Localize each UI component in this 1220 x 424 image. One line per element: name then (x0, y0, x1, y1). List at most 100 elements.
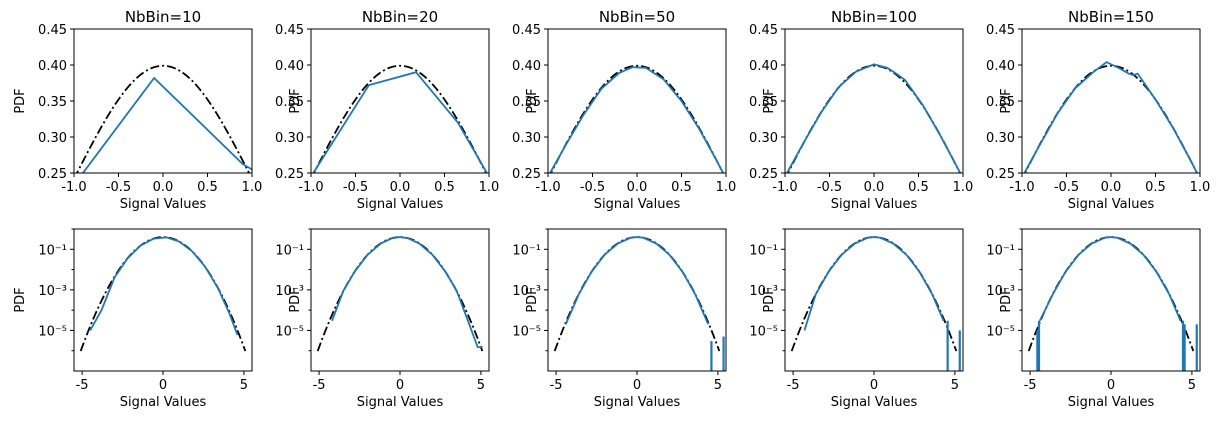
y-tick-label: 0.45 (38, 23, 67, 38)
y-tick-label: 10⁻⁵ (986, 324, 1015, 339)
x-tick-label: -0.5 (106, 180, 131, 195)
x-tick-label: -5 (313, 378, 326, 393)
y-tick-label: 10⁻⁵ (275, 324, 304, 339)
empirical-pdf-line (1023, 61, 1199, 173)
empirical-pdf-line (785, 63, 962, 173)
subplot-7: -5 0 5 10⁻⁵ 10⁻³ 10⁻¹ Signal Values PDF (275, 228, 490, 410)
y-tick-label: 0.35 (749, 95, 778, 110)
x-axis-label: Signal Values (357, 395, 444, 410)
y-tick-label: 0.35 (512, 95, 541, 110)
empirical-pdf-line (564, 236, 710, 325)
plot-area (785, 63, 962, 173)
x-tick-label: 0 (633, 378, 641, 393)
x-tick-label: 5 (1188, 378, 1196, 393)
reference-gaussian-line (312, 64, 488, 173)
x-tick-label: -0.5 (817, 180, 842, 195)
y-axis-label: PDF (762, 88, 777, 113)
x-tick-label: 0 (159, 378, 167, 393)
y-tick-label: 10⁻⁵ (512, 324, 541, 339)
subplot-3: -1.0 -0.5 0.0 0.5 1.0 0.25 0.30 0.35 0.40 0.45 Sig… (512, 8, 736, 212)
plot-area (553, 236, 725, 371)
y-tick-label: 0.35 (275, 95, 304, 110)
subplot-title: NbBin=150 (1068, 8, 1154, 26)
y-tick-label: 0.30 (512, 131, 541, 146)
x-axis-label: Signal Values (1068, 395, 1155, 410)
y-tick-label: 10⁻³ (275, 284, 304, 299)
y-tick-label: 10⁻⁵ (38, 324, 67, 339)
y-tick-label: 10⁻¹ (512, 243, 541, 258)
y-tick-label: 10⁻³ (38, 284, 67, 299)
plot-area (75, 64, 252, 173)
y-tick-label: 10⁻¹ (749, 243, 778, 258)
x-axis-label: Signal Values (120, 197, 207, 212)
x-tick-label: 5 (951, 378, 959, 393)
x-tick-label: 0.5 (1145, 180, 1166, 195)
subplot-title: NbBin=50 (599, 8, 675, 26)
subplot-8: -5 0 5 10⁻⁵ 10⁻³ 10⁻¹ Signal Values PDF (512, 228, 727, 410)
x-tick-label: 5 (714, 378, 722, 393)
x-tick-label: -1.0 (772, 180, 797, 195)
subplot-title: NbBin=10 (125, 8, 201, 26)
y-axis-label: PDF (288, 88, 303, 113)
y-tick-label: 0.40 (749, 59, 778, 74)
y-tick-label: 0.25 (749, 167, 778, 182)
y-tick-label: 10⁻⁵ (749, 324, 778, 339)
y-tick-label: 0.40 (38, 59, 67, 74)
y-tick-label: 0.30 (38, 131, 67, 146)
x-tick-label: -5 (76, 378, 89, 393)
x-tick-label: 1.0 (953, 180, 974, 195)
y-axis-label: PDF (525, 287, 540, 312)
y-axis-label: PDF (288, 287, 303, 312)
x-tick-label: 0.5 (908, 180, 929, 195)
x-tick-label: 0.0 (153, 180, 174, 195)
y-tick-label: 0.25 (38, 167, 67, 182)
y-tick-label: 10⁻¹ (38, 243, 67, 258)
reference-gaussian-line (75, 64, 251, 173)
x-tick-label: -0.5 (580, 180, 605, 195)
y-axis-label: PDF (13, 287, 28, 312)
x-tick-label: 0.5 (434, 180, 455, 195)
x-tick-label: 0.0 (864, 180, 885, 195)
x-tick-label: 0 (1107, 378, 1115, 393)
empirical-pdf-line (81, 76, 252, 173)
y-tick-label: 0.40 (275, 59, 304, 74)
x-tick-label: 0 (870, 378, 878, 393)
x-tick-label: -5 (1024, 378, 1037, 393)
plot-area (548, 64, 725, 173)
x-tick-label: -1.0 (1009, 180, 1034, 195)
x-tick-label: 0.0 (1101, 180, 1122, 195)
y-axis-label: PDF (999, 88, 1014, 113)
empirical-pdf-line (1038, 236, 1182, 322)
y-tick-label: 10⁻³ (986, 284, 1015, 299)
y-tick-label: 10⁻¹ (275, 243, 304, 258)
subplot-title: NbBin=100 (831, 8, 917, 26)
x-tick-label: 0.0 (390, 180, 411, 195)
x-tick-label: -1.0 (61, 180, 86, 195)
plot-area (1027, 236, 1198, 371)
x-tick-label: 1.0 (716, 180, 737, 195)
x-tick-label: 0.5 (197, 180, 218, 195)
x-tick-label: 5 (477, 378, 485, 393)
y-tick-label: 0.35 (986, 95, 1015, 110)
subplot-1: -1.0 -0.5 0.0 0.5 1.0 0.25 0.30 0.35 0.40 0.45 Sig… (13, 8, 262, 212)
y-tick-label: 0.30 (275, 131, 304, 146)
y-tick-label: 0.25 (275, 167, 304, 182)
x-tick-label: -5 (550, 378, 563, 393)
x-tick-label: -1.0 (535, 180, 560, 195)
x-tick-label: 1.0 (479, 180, 500, 195)
subplot-4: -1.0 -0.5 0.0 0.5 1.0 0.25 0.30 0.35 0.40 0.45 Sig… (749, 8, 973, 212)
x-axis-label: Signal Values (120, 395, 207, 410)
empirical-pdf-line (331, 236, 483, 349)
y-tick-label: 0.45 (512, 23, 541, 38)
x-tick-label: -0.5 (1054, 180, 1079, 195)
subplot-2: -1.0 -0.5 0.0 0.5 1.0 0.25 0.30 0.35 0.40 0.45 Sig… (275, 8, 499, 212)
empirical-pdf-line (548, 66, 725, 173)
subplot-title: NbBin=20 (362, 8, 438, 26)
x-tick-label: -0.5 (343, 180, 368, 195)
y-tick-label: 0.45 (749, 23, 778, 38)
y-tick-label: 0.40 (986, 59, 1015, 74)
plot-area (316, 236, 484, 352)
x-tick-label: 5 (240, 378, 248, 393)
y-tick-label: 0.25 (986, 167, 1015, 182)
